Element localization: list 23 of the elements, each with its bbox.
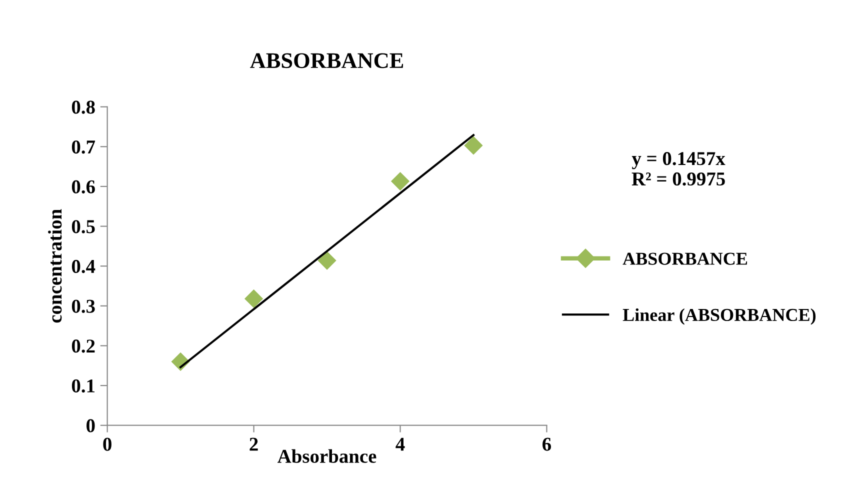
x-tick-label: 2 — [250, 438, 258, 451]
y-tick-label: 0.2 — [72, 340, 95, 353]
x-tick-label: 0 — [103, 438, 112, 451]
y-tick-label: 0.7 — [72, 140, 96, 154]
y-tick-label: 0.6 — [72, 180, 95, 194]
x-axis-title: Absorbance — [278, 449, 376, 463]
x-tick-label: 6 — [542, 438, 552, 451]
y-tick-label: 0.4 — [72, 260, 96, 274]
point — [464, 136, 483, 155]
legend-label: Linear (ABSORBANCE) — [622, 308, 816, 325]
y-tick-label: 0.8 — [72, 100, 95, 114]
y-tick-label: 0.1 — [72, 379, 95, 393]
point — [244, 289, 264, 308]
y-axis-title: concentration — [48, 209, 62, 323]
point — [390, 172, 410, 191]
y-tick-label: 0.5 — [72, 220, 95, 234]
point — [318, 251, 336, 270]
chart-title: ABSORBANCE — [250, 53, 404, 68]
y-tick-label: 0.3 — [72, 300, 95, 313]
x-tick-label: 4 — [396, 438, 405, 451]
y-tick-label: 0 — [86, 419, 95, 432]
text: y = 0.1457x R² = 0.9975 — [632, 152, 726, 186]
legend-label: ABSORBANCE — [622, 252, 748, 265]
